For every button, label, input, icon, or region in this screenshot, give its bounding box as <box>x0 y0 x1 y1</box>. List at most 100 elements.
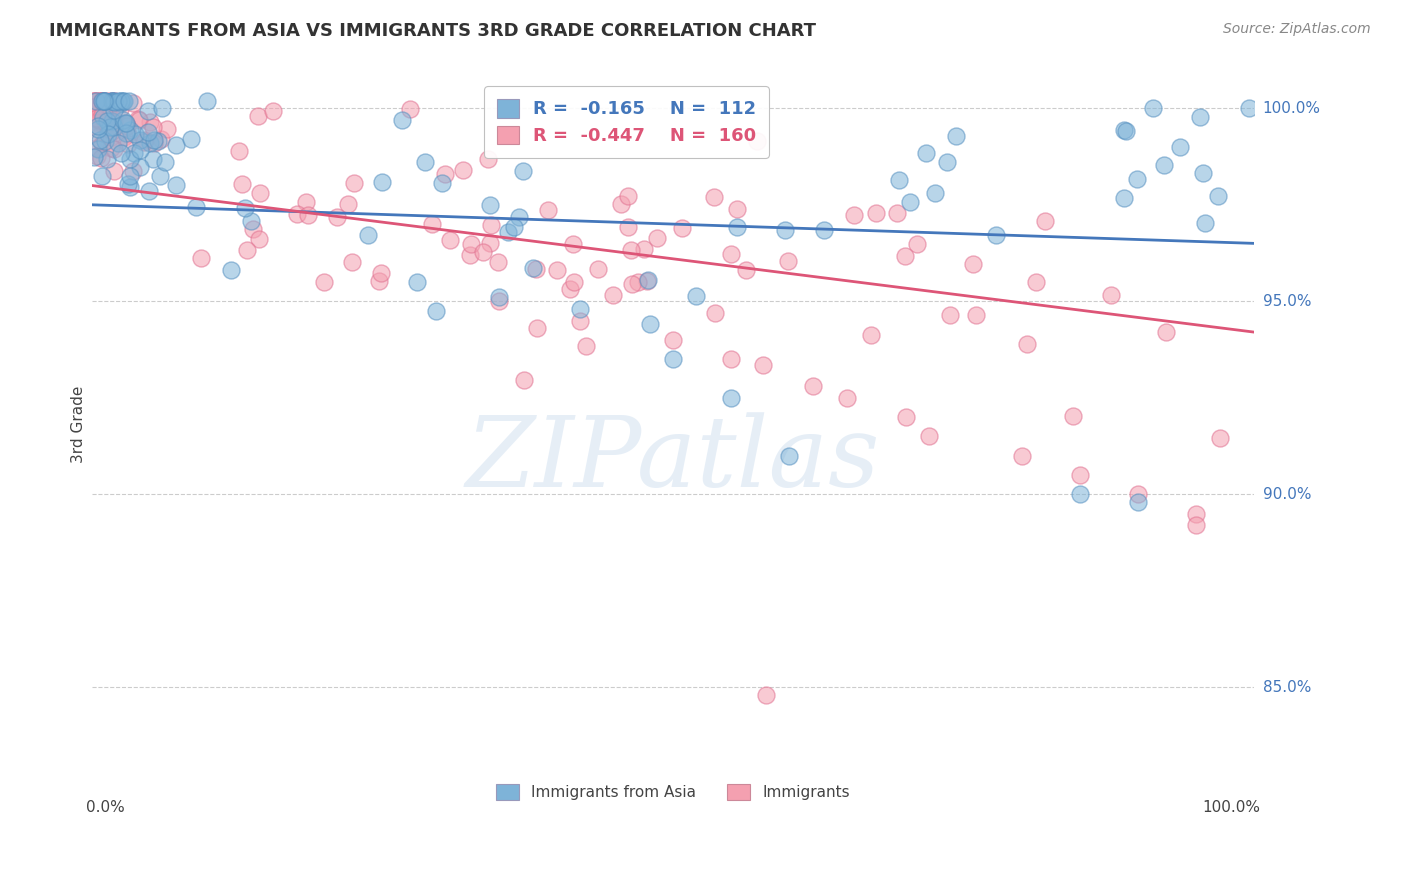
Point <box>617 220 640 235</box>
Point <box>142 153 165 167</box>
Point <box>616 189 638 203</box>
Point <box>86 94 108 108</box>
Point <box>149 169 172 184</box>
Point <box>420 218 443 232</box>
Point <box>83 114 105 128</box>
Point <box>621 277 644 291</box>
Point <box>984 228 1007 243</box>
Point <box>103 94 125 108</box>
Point <box>86 149 108 163</box>
Point <box>537 202 560 217</box>
Point <box>103 164 125 178</box>
Point <box>837 391 859 405</box>
Point <box>150 131 173 145</box>
Point <box>1185 507 1208 521</box>
Point <box>103 142 125 156</box>
Point <box>86 141 108 155</box>
Point <box>86 112 108 126</box>
Point <box>84 99 107 113</box>
Point <box>103 95 125 109</box>
Point <box>107 136 129 150</box>
Point <box>103 103 125 118</box>
Point <box>142 136 165 151</box>
Point <box>1154 325 1177 339</box>
Point <box>432 177 454 191</box>
Point <box>887 173 910 187</box>
Point <box>914 146 936 161</box>
Point <box>96 152 118 166</box>
Text: 100.0%: 100.0% <box>1202 800 1260 815</box>
Point <box>406 275 429 289</box>
Point <box>735 263 758 277</box>
Point <box>93 106 115 120</box>
Point <box>98 120 121 135</box>
Point <box>662 352 685 367</box>
Point <box>111 113 134 128</box>
Point <box>94 94 117 108</box>
Point <box>101 113 124 128</box>
Point <box>720 246 742 260</box>
Point <box>118 94 141 108</box>
Point <box>83 150 105 164</box>
Point <box>84 112 107 127</box>
Point <box>399 103 422 117</box>
Point <box>1112 123 1135 137</box>
Point <box>1115 123 1137 137</box>
Point <box>139 115 162 129</box>
Point <box>117 177 139 191</box>
Point <box>458 248 481 262</box>
Point <box>103 112 125 127</box>
Point <box>114 116 136 130</box>
Point <box>101 123 124 137</box>
Point <box>620 243 643 257</box>
Point <box>1011 449 1033 463</box>
Point <box>745 134 768 148</box>
Point <box>472 245 495 260</box>
Point <box>120 152 142 166</box>
Point <box>122 164 145 178</box>
Point <box>460 236 482 251</box>
Point <box>965 308 987 322</box>
Point <box>526 320 548 334</box>
Point <box>129 143 152 157</box>
Point <box>165 178 187 193</box>
Point <box>562 275 585 289</box>
Point <box>118 123 141 137</box>
Text: ZIPatlas: ZIPatlas <box>465 412 880 508</box>
Point <box>1142 101 1164 115</box>
Point <box>502 219 524 234</box>
Point <box>155 154 177 169</box>
Point <box>101 100 124 114</box>
Point <box>117 127 139 141</box>
Point <box>146 134 169 148</box>
Point <box>110 96 132 111</box>
Point <box>1192 166 1215 180</box>
Point <box>103 120 125 134</box>
Point <box>90 94 112 108</box>
Point <box>90 94 112 108</box>
Point <box>91 137 114 152</box>
Point <box>439 233 461 247</box>
Point <box>110 94 132 108</box>
Point <box>184 200 207 214</box>
Point <box>138 184 160 198</box>
Point <box>90 94 112 108</box>
Text: 95.0%: 95.0% <box>1263 293 1312 309</box>
Point <box>703 306 725 320</box>
Point <box>478 235 501 250</box>
Point <box>90 94 112 108</box>
Point <box>546 263 568 277</box>
Point <box>638 318 661 332</box>
Point <box>84 108 107 122</box>
Point <box>479 198 502 212</box>
Point <box>94 134 117 148</box>
Y-axis label: 3rd Grade: 3rd Grade <box>72 386 86 464</box>
Point <box>108 102 131 116</box>
Point <box>97 120 120 134</box>
Point <box>1033 213 1056 227</box>
Point <box>894 249 917 263</box>
Point <box>233 201 256 215</box>
Point <box>610 197 633 211</box>
Point <box>569 313 592 327</box>
Point <box>326 211 349 225</box>
